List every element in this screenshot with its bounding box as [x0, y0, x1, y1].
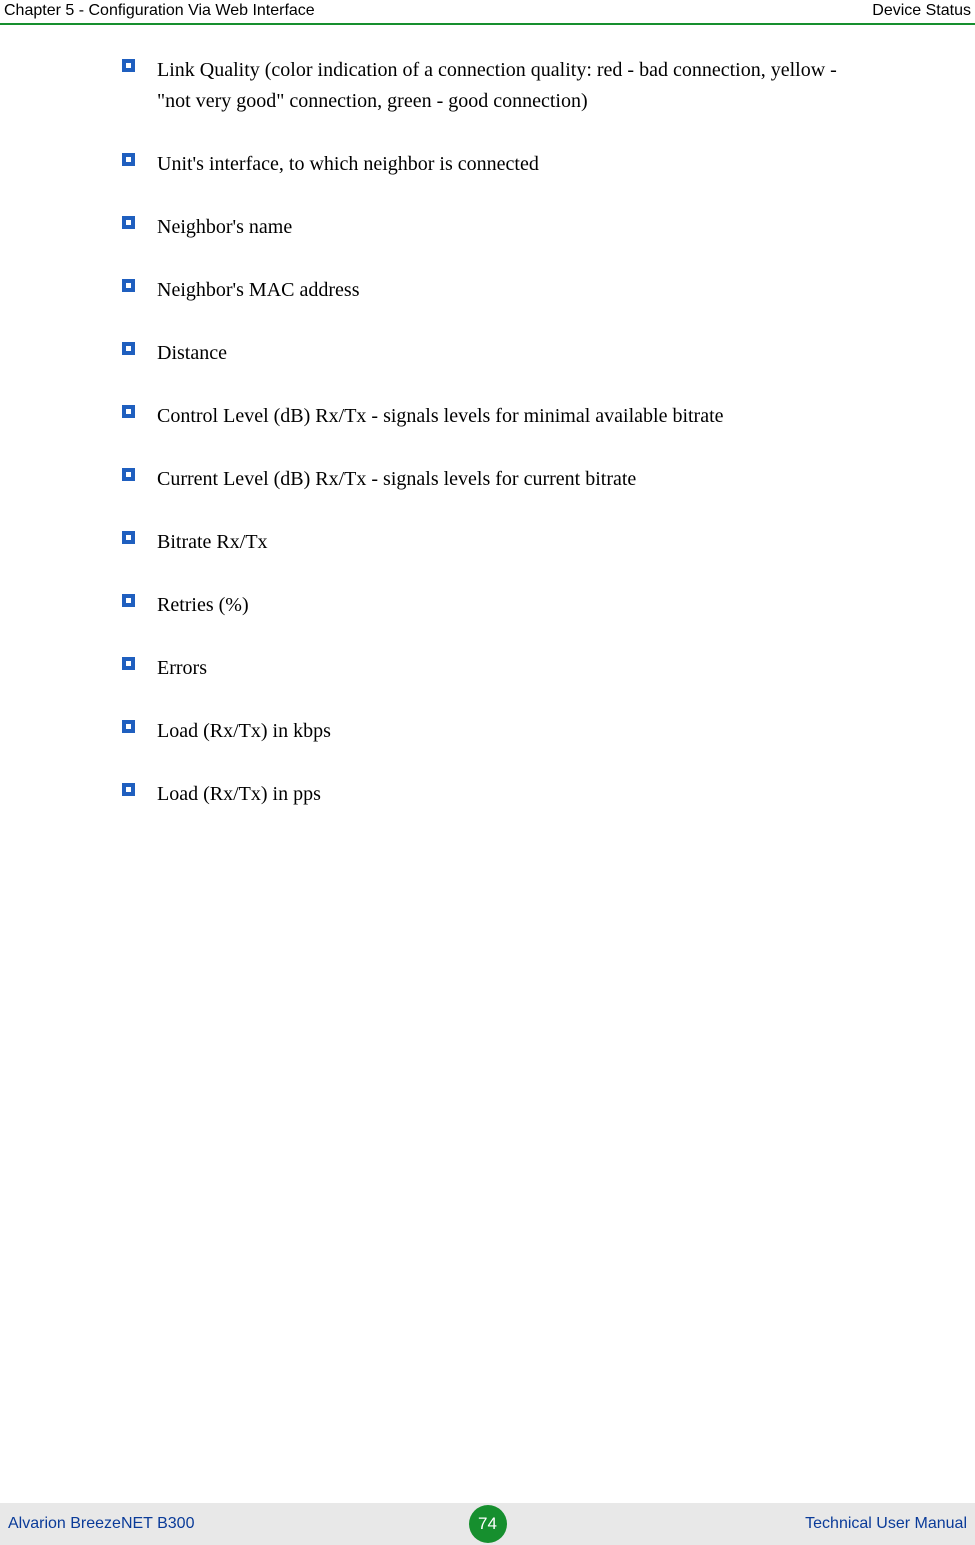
list-item-text: Unit's interface, to which neighbor is c…	[157, 149, 539, 180]
list-item-text: Errors	[157, 653, 207, 684]
square-bullet-icon	[122, 720, 135, 738]
list-item-text: Distance	[157, 338, 227, 369]
list-item: Errors	[122, 653, 865, 684]
list-item: Load (Rx/Tx) in kbps	[122, 716, 865, 747]
page-header: Chapter 5 - Configuration Via Web Interf…	[0, 0, 975, 25]
list-item-text: Control Level (dB) Rx/Tx - signals level…	[157, 401, 724, 432]
list-item: Neighbor's name	[122, 212, 865, 243]
list-item: Bitrate Rx/Tx	[122, 527, 865, 558]
list-item: Control Level (dB) Rx/Tx - signals level…	[122, 401, 865, 432]
list-item-text: Load (Rx/Tx) in kbps	[157, 716, 331, 747]
list-item: Load (Rx/Tx) in pps	[122, 779, 865, 810]
square-bullet-icon	[122, 531, 135, 549]
list-item-text: Current Level (dB) Rx/Tx - signals level…	[157, 464, 636, 495]
list-item: Distance	[122, 338, 865, 369]
square-bullet-icon	[122, 657, 135, 675]
square-bullet-icon	[122, 468, 135, 486]
square-bullet-icon	[122, 594, 135, 612]
square-bullet-icon	[122, 153, 135, 171]
content-list: Link Quality (color indication of a conn…	[122, 55, 865, 842]
footer-doc-type: Technical User Manual	[805, 1515, 967, 1533]
list-item: Unit's interface, to which neighbor is c…	[122, 149, 865, 180]
list-item: Retries (%)	[122, 590, 865, 621]
list-item-text: Neighbor's name	[157, 212, 292, 243]
square-bullet-icon	[122, 783, 135, 801]
list-item-text: Link Quality (color indication of a conn…	[157, 55, 865, 117]
square-bullet-icon	[122, 405, 135, 423]
header-chapter: Chapter 5 - Configuration Via Web Interf…	[4, 2, 315, 20]
list-item: Neighbor's MAC address	[122, 275, 865, 306]
square-bullet-icon	[122, 342, 135, 360]
list-item-text: Retries (%)	[157, 590, 249, 621]
square-bullet-icon	[122, 279, 135, 297]
header-section: Device Status	[872, 2, 971, 20]
square-bullet-icon	[122, 216, 135, 234]
list-item-text: Load (Rx/Tx) in pps	[157, 779, 321, 810]
list-item-text: Neighbor's MAC address	[157, 275, 359, 306]
page-footer: Alvarion BreezeNET B300 74 Technical Use…	[0, 1503, 975, 1545]
square-bullet-icon	[122, 59, 135, 77]
list-item: Link Quality (color indication of a conn…	[122, 55, 865, 117]
list-item-text: Bitrate Rx/Tx	[157, 527, 268, 558]
footer-product: Alvarion BreezeNET B300	[8, 1515, 194, 1533]
page-number-badge: 74	[469, 1505, 507, 1543]
list-item: Current Level (dB) Rx/Tx - signals level…	[122, 464, 865, 495]
